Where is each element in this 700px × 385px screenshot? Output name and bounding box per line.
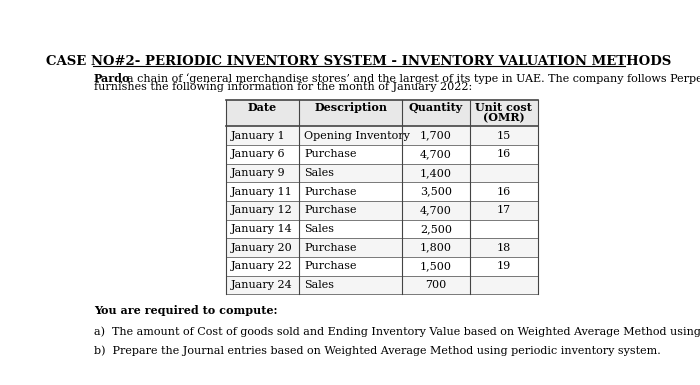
Text: furnishes the following information for the month of January 2022:: furnishes the following information for … xyxy=(94,82,473,92)
Text: Unit cost: Unit cost xyxy=(475,102,532,112)
Text: CASE NO#2- PERIODIC INVENTORY SYSTEM - INVENTORY VALUATION METHODS: CASE NO#2- PERIODIC INVENTORY SYSTEM - I… xyxy=(46,55,671,68)
Text: January 24: January 24 xyxy=(231,280,293,290)
Text: (OMR): (OMR) xyxy=(483,113,525,124)
Text: 4,700: 4,700 xyxy=(420,149,452,159)
Text: Sales: Sales xyxy=(304,224,335,234)
Text: January 1: January 1 xyxy=(231,131,286,141)
Text: 1,700: 1,700 xyxy=(420,131,452,141)
Bar xyxy=(226,276,538,294)
Text: 2,500: 2,500 xyxy=(420,224,452,234)
Text: January 22: January 22 xyxy=(231,261,293,271)
Text: Sales: Sales xyxy=(304,168,335,178)
Text: 15: 15 xyxy=(497,131,511,141)
Text: Quantity: Quantity xyxy=(409,101,463,113)
Text: 16: 16 xyxy=(497,149,511,159)
Text: Description: Description xyxy=(314,102,387,112)
Text: Purchase: Purchase xyxy=(304,205,357,215)
Text: January 11: January 11 xyxy=(231,187,293,197)
Text: Purchase: Purchase xyxy=(304,187,357,197)
Bar xyxy=(226,182,538,201)
Bar xyxy=(226,100,538,126)
Bar xyxy=(226,126,538,145)
Text: 4,700: 4,700 xyxy=(420,205,452,215)
Text: January 12: January 12 xyxy=(231,205,293,215)
Text: 1,800: 1,800 xyxy=(420,243,452,253)
Text: 700: 700 xyxy=(426,280,447,290)
Bar xyxy=(226,238,538,257)
Text: January 6: January 6 xyxy=(231,149,286,159)
Text: 1,500: 1,500 xyxy=(420,261,452,271)
Text: 19: 19 xyxy=(497,261,511,271)
Bar xyxy=(226,201,538,219)
Bar xyxy=(226,219,538,238)
Text: a)  The amount of Cost of goods sold and Ending Inventory Value based on Weighte: a) The amount of Cost of goods sold and … xyxy=(94,326,700,336)
Text: 1,400: 1,400 xyxy=(420,168,452,178)
Text: , a chain of ‘general merchandise stores’ and the largest of its type in UAE. Th: , a chain of ‘general merchandise stores… xyxy=(120,73,700,84)
Text: 3,500: 3,500 xyxy=(420,187,452,197)
Text: January 20: January 20 xyxy=(231,243,293,253)
Text: 18: 18 xyxy=(497,243,511,253)
Text: Purchase: Purchase xyxy=(304,243,357,253)
Text: Pardo: Pardo xyxy=(94,73,130,84)
Text: Sales: Sales xyxy=(304,280,335,290)
Text: January 14: January 14 xyxy=(231,224,293,234)
Bar xyxy=(226,257,538,276)
Text: Opening Inventory: Opening Inventory xyxy=(304,131,410,141)
Text: Date: Date xyxy=(248,102,277,112)
Text: 17: 17 xyxy=(497,205,511,215)
Text: Purchase: Purchase xyxy=(304,261,357,271)
Bar xyxy=(226,164,538,182)
Text: Purchase: Purchase xyxy=(304,149,357,159)
Text: 16: 16 xyxy=(497,187,511,197)
Text: January 9: January 9 xyxy=(231,168,286,178)
Text: b)  Prepare the Journal entries based on Weighted Average Method using periodic : b) Prepare the Journal entries based on … xyxy=(94,346,661,356)
Text: You are required to compute:: You are required to compute: xyxy=(94,305,277,316)
Bar xyxy=(226,145,538,164)
